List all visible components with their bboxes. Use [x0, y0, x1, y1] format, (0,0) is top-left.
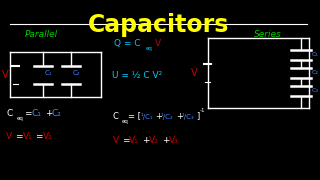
Text: ]: ]	[196, 112, 199, 121]
Text: C₂: C₂	[51, 109, 61, 118]
Text: +: +	[162, 136, 169, 145]
Text: eq: eq	[121, 119, 128, 124]
Text: V₁: V₁	[23, 132, 33, 141]
Text: eq: eq	[16, 116, 23, 121]
Text: +: +	[176, 112, 183, 121]
Text: +: +	[155, 112, 162, 121]
Text: V: V	[6, 132, 12, 141]
Text: C₂: C₂	[73, 70, 81, 76]
Text: Capacitors: Capacitors	[88, 13, 229, 37]
Text: V₃: V₃	[169, 136, 178, 145]
Text: V₂: V₂	[149, 136, 159, 145]
Text: U = ½ C V²: U = ½ C V²	[112, 71, 163, 80]
Text: +: +	[45, 109, 53, 118]
Text: Series: Series	[254, 30, 282, 39]
Text: C₁: C₁	[312, 52, 319, 57]
Text: C₃: C₃	[312, 88, 319, 93]
Text: V: V	[112, 136, 119, 145]
Text: ¹/C₂: ¹/C₂	[161, 113, 174, 120]
Text: = [: = [	[128, 112, 141, 121]
Text: =: =	[36, 132, 43, 141]
Text: Parallel: Parallel	[25, 30, 58, 39]
Text: Q = C: Q = C	[114, 39, 140, 48]
Text: C₂: C₂	[312, 70, 319, 75]
Text: +: +	[142, 136, 149, 145]
Text: =: =	[15, 132, 23, 141]
Text: =: =	[122, 136, 130, 145]
Text: V: V	[191, 68, 198, 78]
Text: V: V	[155, 39, 161, 48]
Text: C: C	[6, 109, 12, 118]
Text: V₂: V₂	[43, 132, 53, 141]
Text: =: =	[24, 109, 31, 118]
Text: C₁: C₁	[44, 70, 52, 76]
Text: C₁: C₁	[32, 109, 42, 118]
Text: eq: eq	[146, 46, 153, 51]
Text: ¹/C₁: ¹/C₁	[140, 113, 153, 120]
Text: ¹/C₃: ¹/C₃	[181, 113, 194, 120]
Text: V₁: V₁	[129, 136, 139, 145]
Text: -1: -1	[200, 108, 205, 113]
Text: V: V	[2, 70, 8, 80]
Text: C: C	[112, 112, 118, 121]
